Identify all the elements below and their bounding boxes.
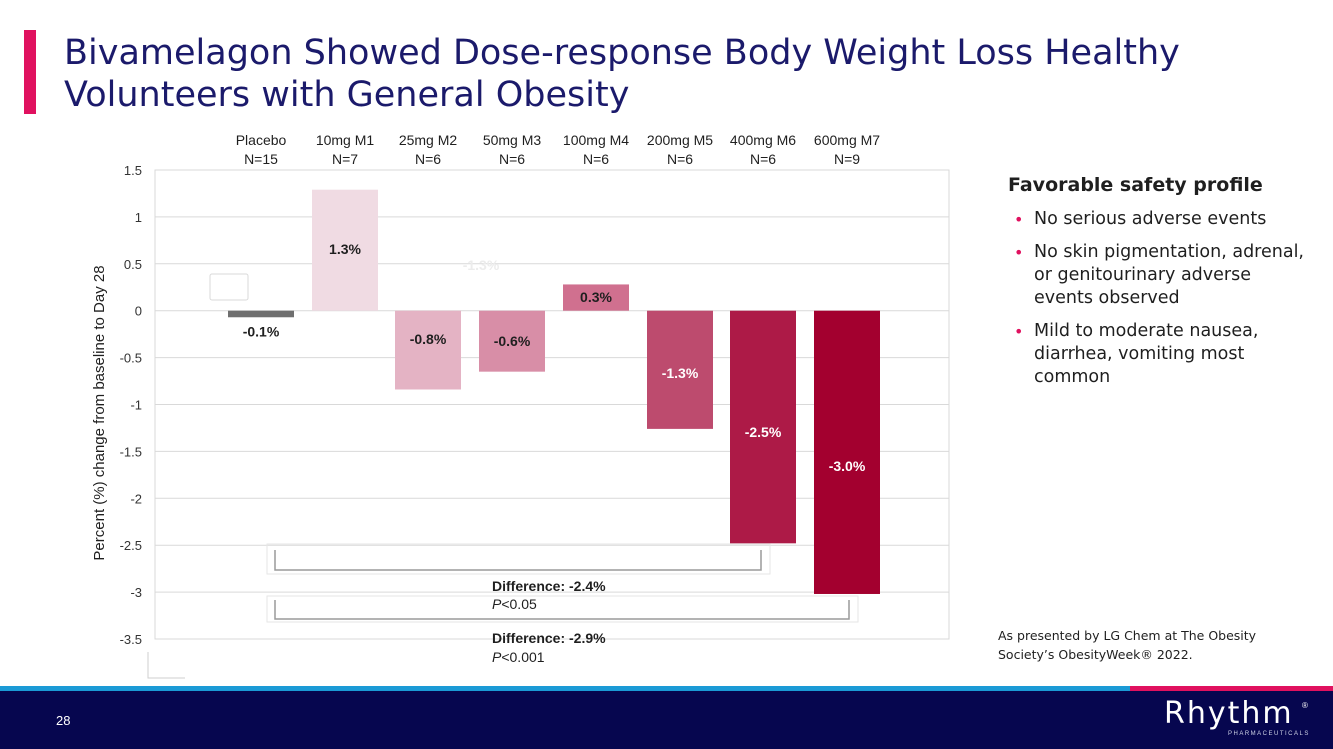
x-category-n: N=6 bbox=[667, 151, 693, 167]
comparison-label: Difference: -2.4% bbox=[492, 578, 606, 594]
data-label: -1.3% bbox=[662, 365, 699, 381]
data-label: 0.3% bbox=[580, 289, 612, 305]
y-tick-label: -0.5 bbox=[120, 351, 142, 366]
x-category-label: 10mg M1 bbox=[316, 132, 375, 148]
x-category-n: N=7 bbox=[332, 151, 358, 167]
y-tick-label: -2 bbox=[130, 491, 142, 506]
list-item: • No serious adverse events bbox=[1008, 208, 1308, 231]
footer-stripe-pink bbox=[1130, 686, 1333, 691]
x-category-label: 100mg M4 bbox=[563, 132, 629, 148]
logo-wordmark: Rhythm bbox=[1164, 696, 1294, 731]
bar-placebo bbox=[228, 310, 294, 318]
comparison-p-value: P<0.001 bbox=[492, 649, 545, 665]
x-category-label: 25mg M2 bbox=[399, 132, 458, 148]
data-label: -2.5% bbox=[745, 424, 782, 440]
x-category-label: 200mg M5 bbox=[647, 132, 713, 148]
data-label: -0.8% bbox=[410, 331, 447, 347]
y-tick-label: 1.5 bbox=[124, 163, 142, 178]
x-category-label: 600mg M7 bbox=[814, 132, 880, 148]
title-accent-bar bbox=[24, 30, 36, 114]
y-tick-label: 0.5 bbox=[124, 257, 142, 272]
bar-600mg-m7 bbox=[814, 310, 880, 594]
safety-panel: Favorable safety profile • No serious adv… bbox=[1008, 174, 1308, 399]
x-category-label: 400mg M6 bbox=[730, 132, 796, 148]
bar-200mg-m5 bbox=[647, 310, 713, 429]
y-tick-label: -2.5 bbox=[120, 538, 142, 553]
y-tick-label: -3 bbox=[130, 585, 142, 600]
y-tick-label: -1 bbox=[130, 398, 142, 413]
list-item: • No skin pigmentation, adrenal, or genit… bbox=[1008, 241, 1308, 310]
slide-title: Bivamelagon Showed Dose-response Body We… bbox=[64, 33, 1180, 115]
list-item-text: No skin pigmentation, adrenal, or genito… bbox=[1034, 242, 1304, 308]
page-number: 28 bbox=[56, 713, 71, 728]
y-tick-label: -3.5 bbox=[120, 632, 142, 647]
x-category-n: N=6 bbox=[750, 151, 776, 167]
comparison-p-value: P<0.05 bbox=[492, 596, 537, 612]
list-item-text: No serious adverse events bbox=[1034, 209, 1267, 229]
bar-10mg-m1 bbox=[312, 189, 378, 311]
bracket-frame bbox=[266, 543, 771, 575]
bullet-icon: • bbox=[1014, 322, 1024, 341]
bar-100mg-m4 bbox=[563, 284, 629, 311]
x-category-n: N=6 bbox=[583, 151, 609, 167]
list-item: • Mild to moderate nausea, diarrhea, vomi… bbox=[1008, 320, 1308, 389]
comparison-bracket bbox=[274, 550, 762, 571]
bar-50mg-m3 bbox=[479, 310, 545, 372]
x-category-label: 50mg M3 bbox=[483, 132, 542, 148]
bar-25mg-m2 bbox=[395, 310, 461, 390]
x-category-n: N=9 bbox=[834, 151, 860, 167]
ghost-data-label: -1.3% bbox=[463, 257, 500, 273]
logo-registered-mark: ® bbox=[1302, 701, 1308, 710]
data-label: -0.6% bbox=[494, 333, 531, 349]
y-axis-label: Percent (%) change from baseline to Day … bbox=[91, 265, 108, 560]
bullet-icon: • bbox=[1014, 210, 1024, 229]
data-label: -3.0% bbox=[829, 458, 866, 474]
list-item-text: Mild to moderate nausea, diarrhea, vomit… bbox=[1034, 321, 1259, 387]
data-label: 1.3% bbox=[329, 241, 361, 257]
x-category-n: N=6 bbox=[499, 151, 525, 167]
source-note: As presented by LG Chem at The Obesity S… bbox=[998, 628, 1257, 662]
stray-frame-corner bbox=[147, 652, 185, 679]
y-tick-label: -1.5 bbox=[120, 444, 142, 459]
logo-tagline: PHARMACEUTICALS bbox=[1228, 731, 1310, 737]
x-category-n: N=15 bbox=[244, 151, 278, 167]
bar-400mg-m6 bbox=[730, 310, 796, 544]
company-logo: Rhythm ® PHARMACEUTICALS bbox=[1164, 697, 1314, 743]
bracket-frame bbox=[266, 595, 859, 623]
y-tick-label: 0 bbox=[135, 304, 142, 319]
bullet-icon: • bbox=[1014, 243, 1024, 262]
comparison-bracket bbox=[274, 600, 850, 620]
data-label: -0.1% bbox=[243, 324, 280, 340]
y-tick-label: 1 bbox=[135, 210, 142, 225]
footer-stripe-blue bbox=[0, 686, 1130, 691]
footer-bar: 28 Rhythm ® PHARMACEUTICALS bbox=[0, 691, 1333, 749]
comparison-label: Difference: -2.9% bbox=[492, 630, 606, 646]
x-category-label: Placebo bbox=[236, 132, 287, 148]
panel-heading: Favorable safety profile bbox=[1008, 174, 1263, 196]
safety-list: • No serious adverse events • No skin pigm… bbox=[1008, 208, 1308, 389]
label-placeholder-box bbox=[209, 273, 249, 301]
x-category-n: N=6 bbox=[415, 151, 441, 167]
